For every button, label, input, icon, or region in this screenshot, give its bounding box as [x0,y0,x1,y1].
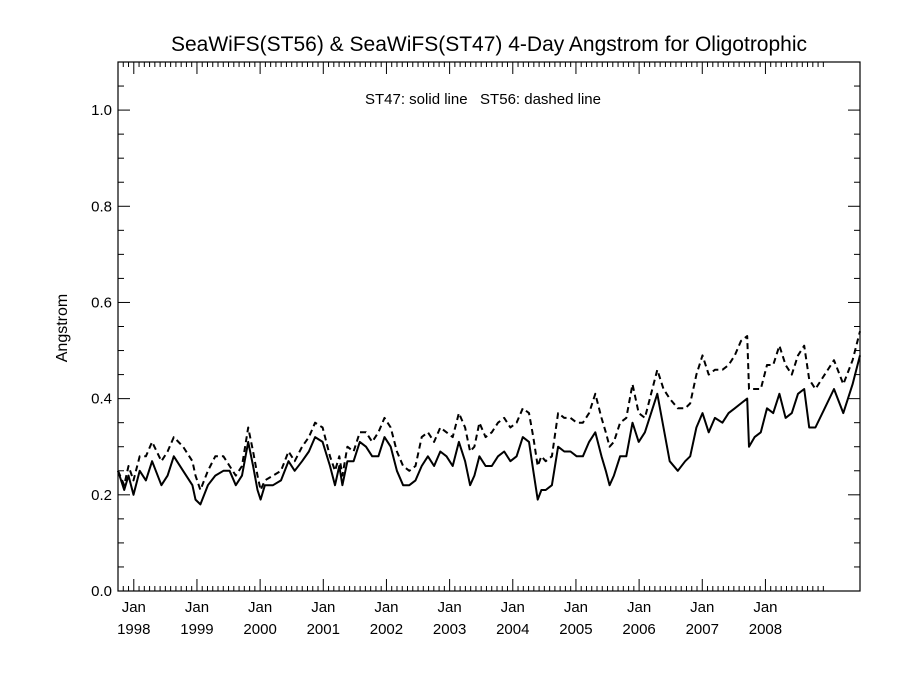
y-axis-label: Angstrom [54,294,71,362]
series-layer [117,331,861,506]
series-solid-line [117,355,861,506]
x-tick-month: Jan [185,599,209,616]
x-tick-month: Jan [501,599,525,616]
y-tick-label: 0.6 [91,294,112,311]
y-tick-label: 0.4 [91,391,112,408]
x-tick-year: 2004 [496,621,529,638]
x-tick-month: Jan [122,599,146,616]
x-tick-year: 2007 [686,621,719,638]
y-tick-label: 0.2 [91,487,112,504]
x-tick-month: Jan [311,599,335,616]
x-tick-month: Jan [564,599,588,616]
x-tick-year: 2001 [307,621,340,638]
legend-annotation: ST47: solid line ST56: dashed line [365,91,601,108]
x-tick-year: 2000 [243,621,276,638]
chart-title: SeaWiFS(ST56) & SeaWiFS(ST47) 4-Day Angs… [171,33,807,56]
x-tick-month: Jan [374,599,398,616]
x-tick-year: 1998 [117,621,150,638]
axes: 0.0 0.2 0.4 0.6 0.8 1.0 Jan 1998 Jan 1999 Jan 2000 J… [91,62,860,638]
x-tick-year: 2005 [559,621,592,638]
x-tick-month: Jan [248,599,272,616]
x-tick-month: Jan [753,599,777,616]
plot-frame [117,61,861,592]
x-tick-year: 1999 [180,621,213,638]
x-tick-year: 2006 [622,621,655,638]
x-tick-month: Jan [627,599,651,616]
x-tick-year: 2002 [370,621,403,638]
x-tick-year: 2008 [749,621,782,638]
x-tick-year: 2003 [433,621,466,638]
y-tick-label: 1.0 [91,102,112,119]
x-tick-month: Jan [438,599,462,616]
x-tick-month: Jan [690,599,714,616]
y-tick-label: 0.0 [91,583,112,600]
y-tick-label: 0.8 [91,198,112,215]
